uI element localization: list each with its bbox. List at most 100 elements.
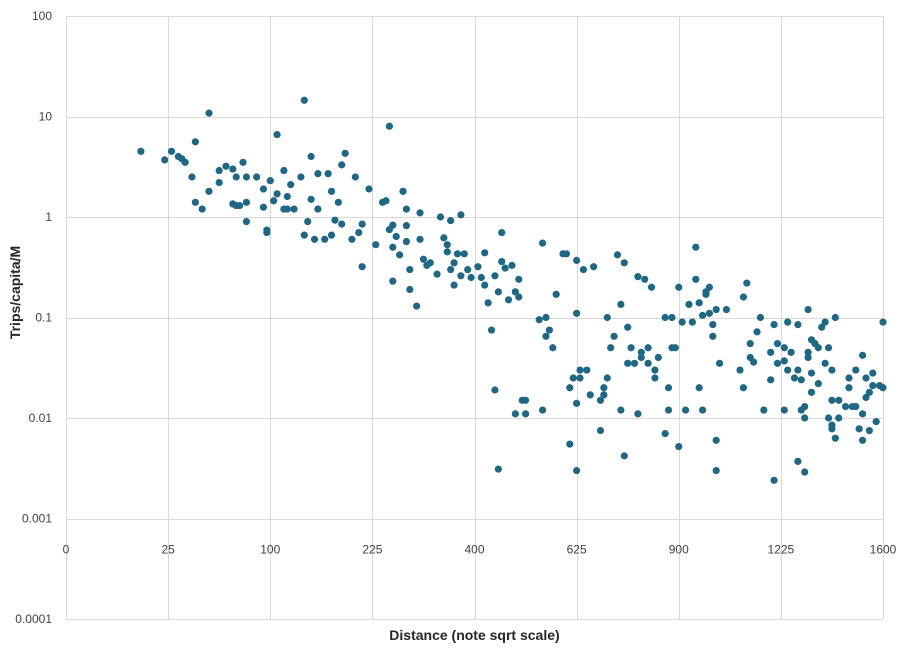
data-point [794,366,802,374]
data-point [596,396,605,404]
data-point [205,187,213,195]
data-point [287,181,295,189]
data-point [511,410,519,418]
x-tick-label: 1600 [870,543,897,557]
data-point [750,358,758,366]
x-tick-label: 0 [63,543,70,557]
data-point [780,357,788,365]
data-point [613,251,622,259]
data-point [681,406,690,414]
data-point [501,264,509,272]
data-point [348,235,356,243]
data-point [743,279,751,287]
data-point [603,374,611,382]
data-point [773,339,782,348]
data-point [436,213,445,221]
data-point [419,255,428,263]
data-point [583,366,591,374]
data-point [647,283,656,291]
data-point [739,384,748,392]
y-tick-label: 10 [39,110,53,124]
data-point [297,173,305,181]
data-point [355,228,363,237]
x-tick-label: 100 [260,543,280,557]
data-point [188,173,196,181]
data-point [521,396,530,404]
data-point [784,366,792,374]
data-point [573,466,581,475]
data-point [801,414,809,422]
data-point [712,436,720,444]
data-point [712,305,720,314]
data-point [542,313,550,322]
data-point [722,305,731,314]
data-point [824,414,833,422]
data-point [617,406,625,414]
data-point [767,376,775,384]
data-point [787,348,795,356]
data-point [807,388,816,396]
data-point [824,344,833,352]
y-tick-label: 1 [45,210,52,224]
data-point [545,326,553,334]
data-point [644,359,652,367]
data-point [372,241,380,249]
y-tick-label: 0.001 [22,512,52,526]
data-point [351,173,359,181]
data-point [389,277,397,285]
data-point [222,162,230,170]
data-point [831,313,839,322]
data-point [457,272,465,280]
data-point [821,318,829,326]
data-point [542,332,550,340]
data-point [552,290,560,298]
data-point [698,406,707,414]
data-point [474,263,482,271]
data-point [828,425,836,433]
data-point [858,410,867,418]
data-point [307,152,315,161]
data-point [801,468,809,476]
data-point [498,257,506,266]
data-point [239,158,247,166]
x-tick-label: 625 [567,543,587,557]
data-point [283,192,291,201]
y-axis-title: Trips/capita/M [7,246,23,339]
data-point [232,173,240,181]
data-point [450,259,458,267]
y-tick-label: 100 [32,9,52,23]
data-point [402,237,411,246]
data-point [845,374,853,382]
data-point [341,149,349,157]
data-point [576,374,584,382]
data-point [855,425,863,433]
data-point [852,402,860,411]
data-point [869,369,877,377]
data-point [331,216,339,224]
data-point [406,285,414,294]
data-point [321,235,329,243]
data-point [573,399,581,407]
data-point [644,344,652,352]
data-point [270,197,278,205]
data-point [440,234,448,242]
data-point [494,465,502,473]
data-point [576,366,584,374]
data-point [161,156,169,164]
data-point [695,299,703,307]
data-point [668,313,676,322]
data-point [685,300,693,309]
data-point [862,393,870,402]
data-point [443,241,451,249]
data-point [453,250,462,258]
data-point [879,384,887,392]
data-point [624,359,632,367]
data-point [515,293,523,301]
data-point [358,263,366,271]
data-point [511,288,519,296]
data-point [304,217,312,226]
data-point [521,410,530,418]
data-point [396,251,404,259]
data-point [392,232,400,241]
data-point [579,265,588,274]
